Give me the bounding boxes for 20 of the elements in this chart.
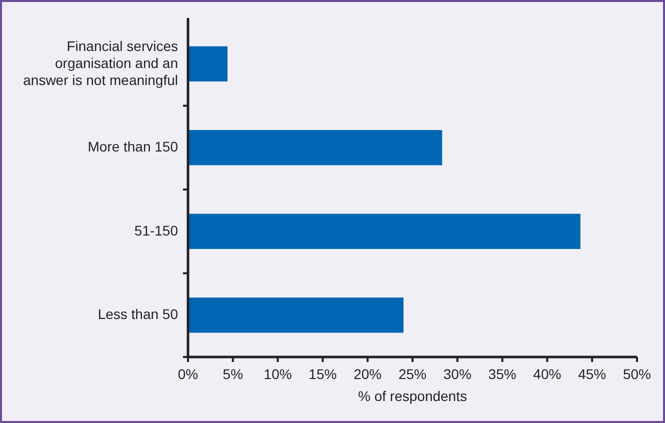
y-tick-label: More than 150 <box>88 138 178 154</box>
y-tick-label: Less than 50 <box>98 306 178 322</box>
x-tick-label: 20% <box>354 366 382 382</box>
bar <box>188 298 404 333</box>
x-tick-label: 10% <box>264 366 292 382</box>
x-tick-label: 50% <box>622 366 652 382</box>
x-tick-label: 40% <box>533 366 562 382</box>
x-tick-label: 45% <box>578 366 606 382</box>
bar <box>188 214 580 249</box>
x-tick-label: 30% <box>443 366 472 382</box>
x-tick-label: 25% <box>398 366 427 382</box>
x-tick-label: 0% <box>178 366 198 382</box>
x-tick-label: 5% <box>222 366 244 382</box>
bar <box>188 46 228 82</box>
x-tick-label: 15% <box>308 366 337 382</box>
x-axis-title: % of respondents <box>358 388 467 404</box>
y-tick-label: 51-150 <box>134 222 178 238</box>
bar <box>188 130 442 166</box>
x-tick-label: 35% <box>488 366 516 382</box>
y-tick-label: Financial services organisation and an answer is not meaningful <box>23 38 178 88</box>
